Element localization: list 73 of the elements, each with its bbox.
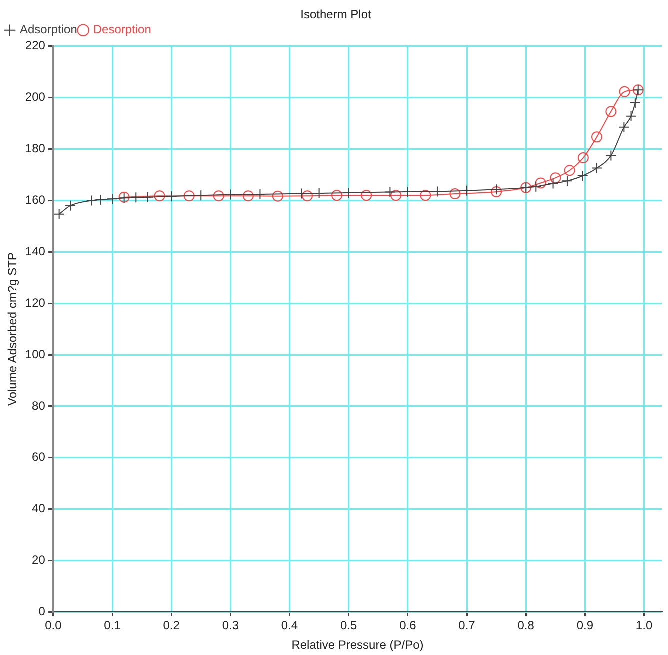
x-tick-label: 0.9 xyxy=(576,618,594,633)
x-tick-label: 1.0 xyxy=(636,618,653,633)
point xyxy=(130,192,142,204)
x-tick-label: 0.3 xyxy=(222,618,240,633)
legend-label: Desorption xyxy=(93,22,152,37)
point xyxy=(272,190,284,202)
x-axis-title: Relative Pressure (P/Po) xyxy=(292,638,424,652)
point xyxy=(530,181,542,192)
x-tick-label: 0.8 xyxy=(518,618,535,633)
point xyxy=(550,172,562,184)
point xyxy=(65,200,76,212)
point xyxy=(619,86,630,98)
y-tick-label: 120 xyxy=(25,296,46,310)
point xyxy=(535,178,546,189)
point xyxy=(302,190,313,202)
point xyxy=(606,106,617,118)
point xyxy=(432,186,443,198)
point xyxy=(578,152,589,164)
y-tick-label: 160 xyxy=(25,193,46,208)
point xyxy=(592,132,603,143)
point xyxy=(86,195,98,206)
point xyxy=(564,165,576,176)
y-tick-label: 140 xyxy=(25,244,46,258)
point xyxy=(626,110,637,122)
point xyxy=(630,97,641,108)
point xyxy=(450,188,461,200)
point xyxy=(562,176,573,187)
point xyxy=(577,170,588,182)
point xyxy=(54,208,65,220)
point xyxy=(420,190,432,202)
point xyxy=(548,178,559,190)
y-tick-label: 180 xyxy=(25,142,46,156)
point xyxy=(361,190,372,202)
point xyxy=(95,194,106,206)
point xyxy=(142,192,154,203)
x-tick-label: 0.0 xyxy=(45,618,62,633)
point xyxy=(184,190,195,202)
x-tick-label: 0.2 xyxy=(163,618,180,633)
y-tick-label: 220 xyxy=(25,38,46,53)
point xyxy=(314,188,325,200)
point xyxy=(606,150,617,162)
point xyxy=(618,122,630,133)
y-tick-label: 20 xyxy=(32,553,46,568)
y-axis-title: Volume Adsorbed cm?g STP xyxy=(6,252,20,406)
point xyxy=(332,190,343,202)
x-tick-label: 0.1 xyxy=(104,618,122,633)
point xyxy=(296,188,308,200)
point xyxy=(107,194,118,205)
y-tick-label: 0 xyxy=(38,604,46,619)
y-tick-label: 80 xyxy=(32,398,46,413)
x-tick-label: 0.5 xyxy=(340,618,358,633)
y-tick-label: 40 xyxy=(32,502,46,516)
point xyxy=(154,190,166,202)
point xyxy=(390,190,402,202)
point xyxy=(213,190,224,202)
chart-title: Isotherm Plot xyxy=(300,8,372,22)
point xyxy=(402,186,414,198)
y-tick-label: 200 xyxy=(25,90,46,104)
point xyxy=(592,162,603,174)
point xyxy=(462,185,473,196)
x-tick-label: 0.6 xyxy=(400,618,417,633)
point xyxy=(166,191,178,202)
point xyxy=(242,190,254,202)
x-tick-label: 0.4 xyxy=(281,618,298,633)
point xyxy=(384,186,396,198)
point xyxy=(343,187,354,198)
x-tick-label: 0.7 xyxy=(458,618,476,633)
point xyxy=(225,189,236,200)
point xyxy=(196,190,207,202)
point xyxy=(254,189,266,200)
y-tick-label: 60 xyxy=(32,450,46,464)
legend-label: Adsorption xyxy=(20,22,78,37)
y-tick-label: 100 xyxy=(25,347,46,362)
